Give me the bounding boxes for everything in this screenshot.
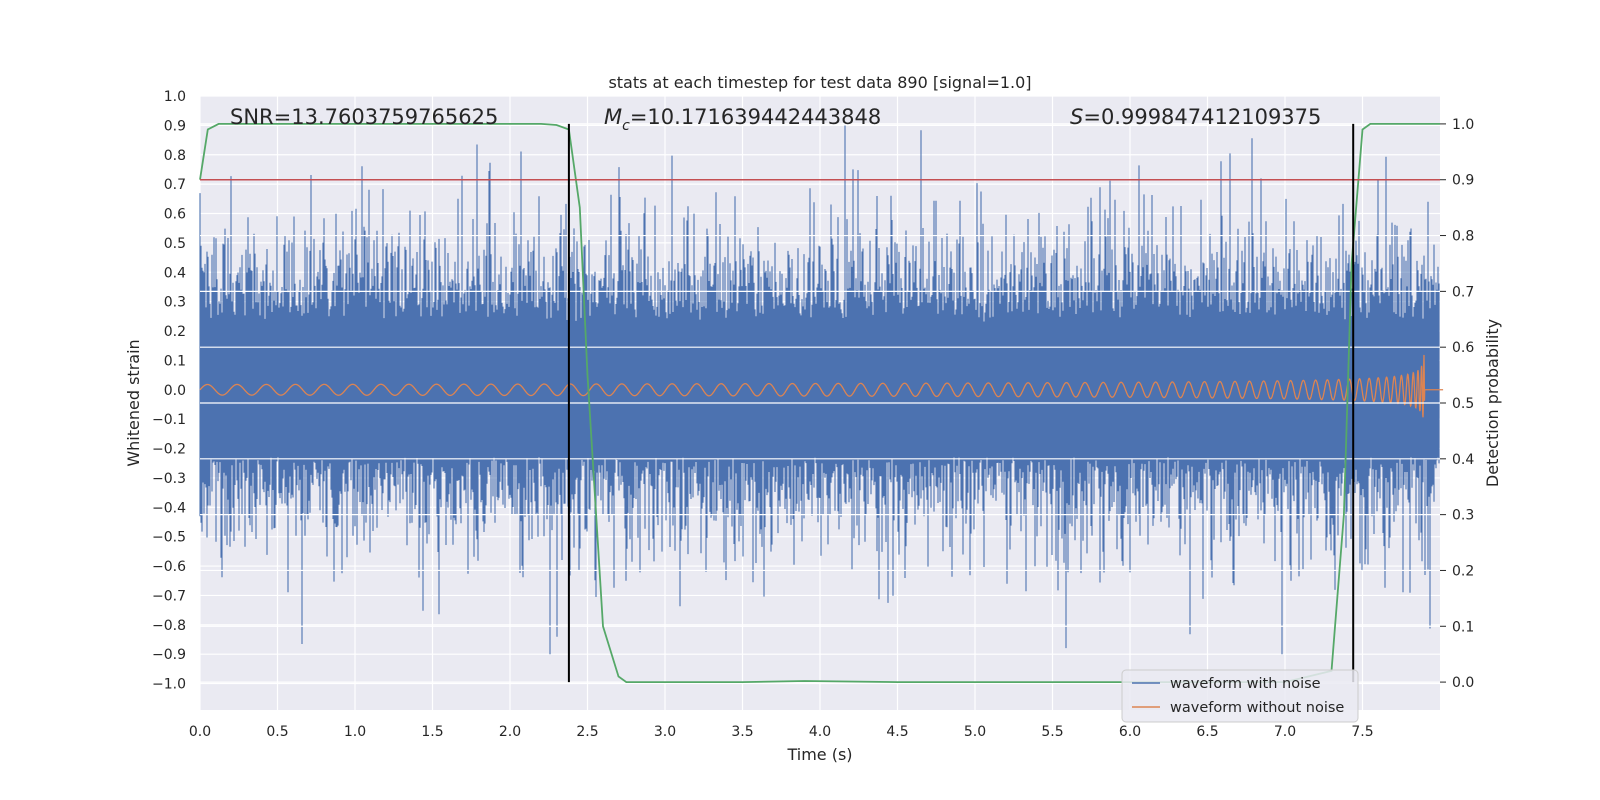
chirp-mass-value: =10.171639442443848 <box>630 105 881 129</box>
x-tick-label: 0.5 <box>266 724 288 740</box>
y2-tick-label: 0.9 <box>1452 173 1474 189</box>
y-tick-label: 0.5 <box>164 236 186 252</box>
y-axis-ticks: 1.0 0.9 0.8 0.7 0.6 0.5 0.4 0.3 0.2 0.1 0.0 −0.1 −0.… <box>152 89 186 693</box>
detection-probability-series <box>199 123 1440 683</box>
statistic-value: =0.999847412109375 <box>1083 105 1321 129</box>
y-tick-label: 0.6 <box>164 207 186 223</box>
x-tick-label: 6.5 <box>1196 724 1218 740</box>
vertical-marker-lines <box>567 123 1355 683</box>
x-tick-label: 0.0 <box>189 724 211 740</box>
x-tick-label: 3.5 <box>731 724 753 740</box>
waveform-without-noise-line <box>199 354 1444 418</box>
y-tick-label: 0.4 <box>164 265 186 281</box>
y-tick-label: 0.9 <box>164 118 186 134</box>
y-tick-label: −0.5 <box>152 530 186 546</box>
y-tick-label: −0.6 <box>152 559 186 575</box>
y-tick-label: −0.3 <box>152 471 186 487</box>
y-tick-label: −0.7 <box>152 588 186 604</box>
x-tick-label: 2.0 <box>499 724 521 740</box>
x-axis-ticks: 0.0 0.5 1.0 1.5 2.0 2.5 3.0 3.5 4.0 4.5 5.0 5.5 6.0 6… <box>189 724 1374 740</box>
y2-axis-label: Detection probability <box>1483 319 1502 487</box>
y2-axis-ticks: 1.0 0.9 0.8 0.7 0.6 0.5 0.4 0.3 0.2 0.1 0.0 <box>1440 117 1474 691</box>
x-tick-label: 4.0 <box>809 724 831 740</box>
legend-label-noise: waveform with noise <box>1170 676 1321 692</box>
chirp-mass-symbol: M <box>604 105 622 129</box>
x-tick-label: 7.0 <box>1274 724 1296 740</box>
legend-label-clean: waveform without noise <box>1170 700 1344 716</box>
waveform-without-noise-series <box>199 354 1444 418</box>
chirp-mass-annotation: Mc=10.171639442443848 <box>604 105 881 134</box>
y2-tick-label: 0.3 <box>1452 508 1474 524</box>
y-tick-label: 0.1 <box>164 353 186 369</box>
legend-box <box>1121 669 1359 723</box>
x-tick-label: 1.0 <box>344 724 366 740</box>
x-tick-label: 5.0 <box>964 724 986 740</box>
y2-tick-label: 0.8 <box>1452 229 1474 245</box>
y2-tick-label: 0.1 <box>1452 619 1474 635</box>
detection-probability-line <box>199 123 1440 683</box>
y2-tick-label: 0.5 <box>1452 396 1474 412</box>
x-tick-label: 1.5 <box>421 724 443 740</box>
y-tick-label: 0.0 <box>164 383 186 399</box>
chirp-mass-subscript: c <box>622 118 630 134</box>
y2-tick-label: 0.6 <box>1452 340 1474 356</box>
plot-content <box>199 123 1444 683</box>
y-tick-label: −0.1 <box>152 412 186 428</box>
statistic-symbol: S <box>1070 105 1083 129</box>
y2-tick-label: 0.7 <box>1452 284 1474 300</box>
snr-annotation: SNR=13.7603759765625 <box>230 105 498 129</box>
y2-tick-label: 0.2 <box>1452 563 1474 579</box>
chart-title: stats at each timestep for test data 890… <box>608 73 1031 92</box>
x-tick-label: 3.0 <box>654 724 676 740</box>
y-tick-label: −0.9 <box>152 647 186 663</box>
y-tick-label: 1.0 <box>164 89 186 105</box>
waveform-with-noise-line <box>199 125 1440 655</box>
y2-tick-label: 1.0 <box>1452 117 1474 133</box>
y-tick-label: −0.8 <box>152 618 186 634</box>
x-tick-label: 2.5 <box>576 724 598 740</box>
legend: waveform with noise waveform without noi… <box>1121 669 1359 723</box>
y-tick-label: −1.0 <box>152 677 186 693</box>
waveform-with-noise-series <box>199 125 1440 655</box>
y-tick-label: 0.7 <box>164 177 186 193</box>
y-axis-label: Whitened strain <box>124 339 143 466</box>
right-axis-grid <box>200 123 1440 683</box>
y-tick-label: 0.2 <box>164 324 186 340</box>
y2-tick-label: 0.0 <box>1452 675 1474 691</box>
x-tick-label: 6.0 <box>1119 724 1141 740</box>
x-axis-label: Time (s) <box>786 745 852 764</box>
y-tick-label: −0.4 <box>152 500 186 516</box>
y-tick-label: 0.3 <box>164 295 186 311</box>
x-tick-label: 7.5 <box>1351 724 1373 740</box>
x-tick-label: 5.5 <box>1041 724 1063 740</box>
y-tick-label: 0.8 <box>164 148 186 164</box>
x-tick-label: 4.5 <box>886 724 908 740</box>
y2-tick-label: 0.4 <box>1452 452 1474 468</box>
y-tick-label: −0.2 <box>152 442 186 458</box>
statistic-annotation: S=0.999847412109375 <box>1070 105 1321 129</box>
